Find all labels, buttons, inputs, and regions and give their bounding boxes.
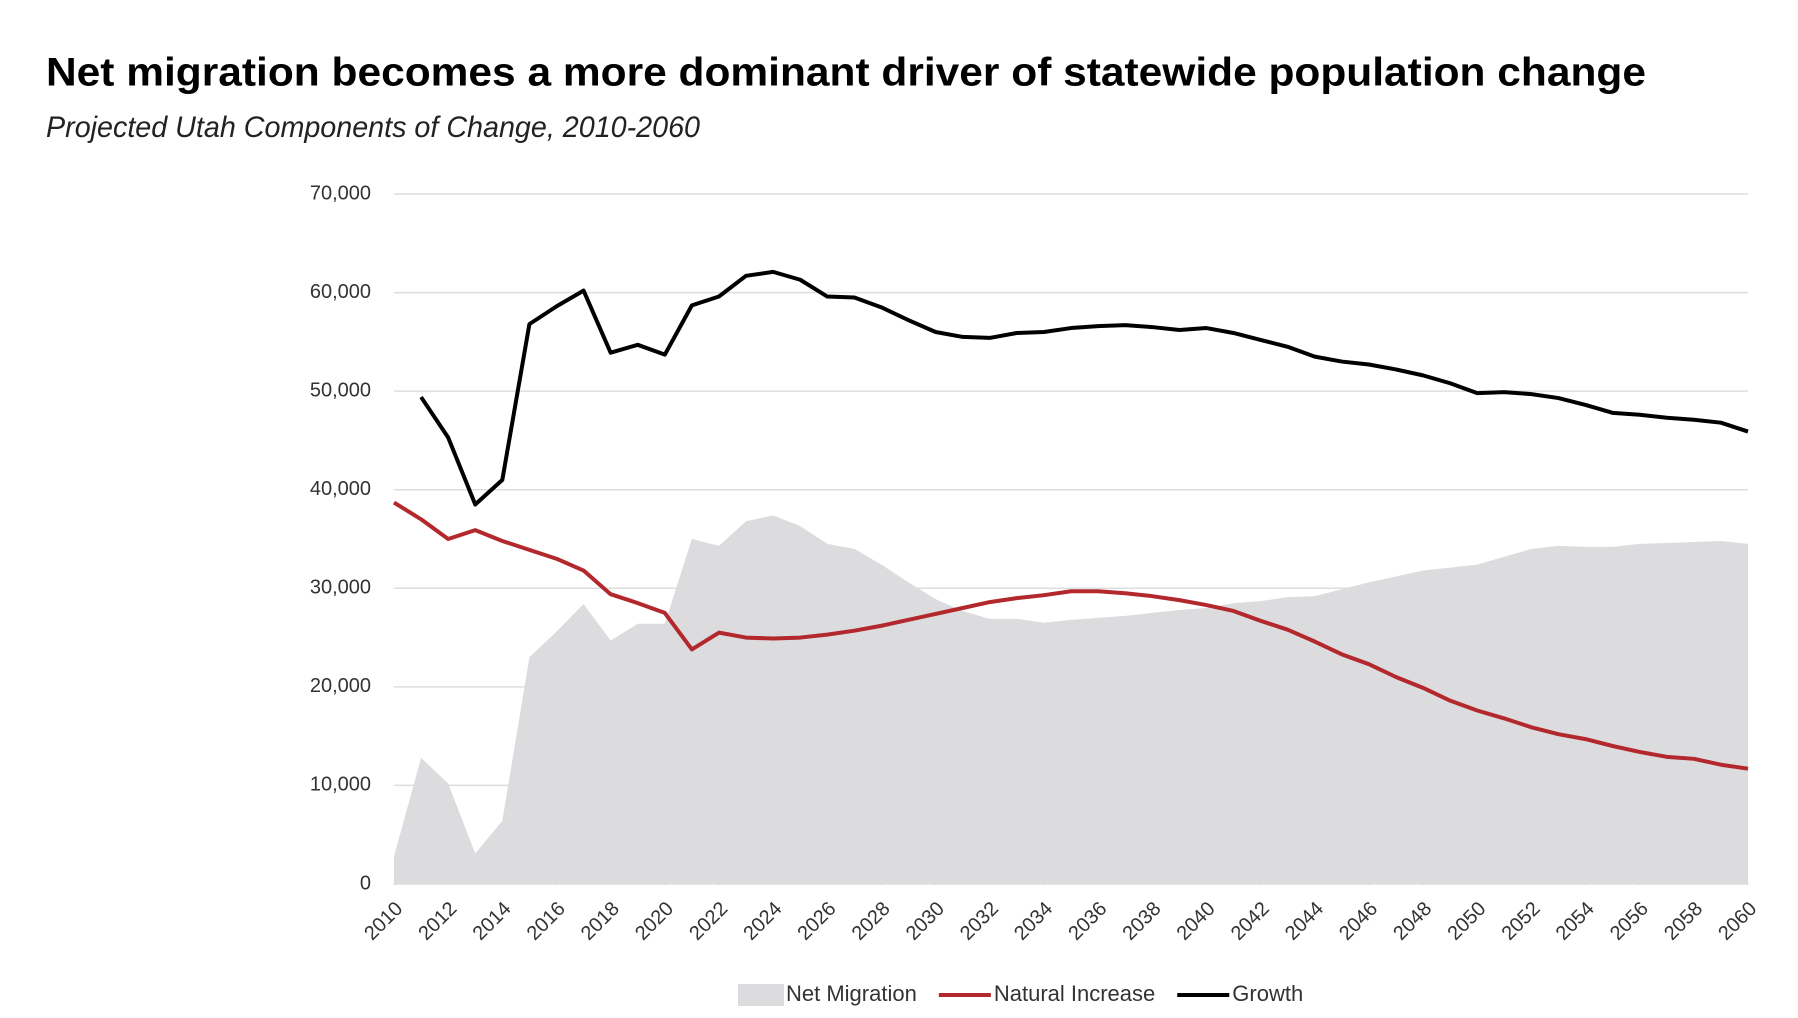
chart-title: Net migration becomes a more dominant dr… — [46, 51, 1646, 95]
x-tick-label: 2036 — [1064, 898, 1111, 945]
x-tick-label: 2038 — [1118, 898, 1165, 945]
y-tick-label: 40,000 — [310, 478, 371, 500]
y-tick-label: 20,000 — [310, 675, 371, 697]
x-tick-label: 2026 — [794, 898, 841, 945]
x-tick-label: 2042 — [1227, 898, 1274, 945]
x-tick-label: 2058 — [1660, 898, 1707, 945]
y-tick-label: 30,000 — [310, 577, 371, 599]
x-tick-label: 2020 — [631, 898, 678, 945]
x-tick-label: 2052 — [1498, 898, 1545, 945]
x-tick-label: 2056 — [1606, 898, 1653, 945]
line — [392, 500, 1749, 771]
x-tick-label: 2016 — [523, 898, 570, 945]
legend-label: Natural Increase — [994, 981, 1155, 1006]
x-tick-label: 2010 — [360, 898, 407, 945]
x-tick-label: 2048 — [1389, 898, 1436, 945]
legend-label: Growth — [1232, 981, 1303, 1006]
area — [394, 515, 1748, 884]
x-tick-label: 2054 — [1552, 898, 1599, 945]
y-tick-label: 10,000 — [310, 774, 371, 796]
plot — [392, 269, 1749, 884]
y-tick-label: 60,000 — [310, 281, 371, 303]
chart-subtitle: Projected Utah Components of Change, 201… — [46, 111, 700, 144]
x-tick-label: 2028 — [848, 898, 895, 945]
y-tick-label: 0 — [360, 872, 371, 894]
x-tick-label: 2018 — [577, 898, 624, 945]
x-tick-label: 2024 — [739, 898, 786, 945]
x-tick-label: 2044 — [1281, 898, 1328, 945]
legend-swatch — [738, 984, 784, 1006]
line — [419, 269, 1749, 507]
x-tick-label: 2060 — [1714, 898, 1761, 945]
x-tick-label: 2034 — [1010, 898, 1057, 945]
x-tick-label: 2012 — [414, 898, 461, 945]
x-tick-label: 2032 — [956, 898, 1003, 945]
x-tick-label: 2014 — [469, 898, 516, 945]
x-tick-label: 2050 — [1443, 898, 1490, 945]
y-tick-label: 50,000 — [310, 379, 371, 401]
x-tick-label: 2030 — [902, 898, 949, 945]
x-tick-label: 2046 — [1335, 898, 1382, 945]
x-tick-label: 2040 — [1173, 898, 1220, 945]
legend-label: Net Migration — [786, 981, 917, 1006]
x-tick-label: 2022 — [685, 898, 732, 945]
y-tick-label: 70,000 — [310, 182, 371, 204]
